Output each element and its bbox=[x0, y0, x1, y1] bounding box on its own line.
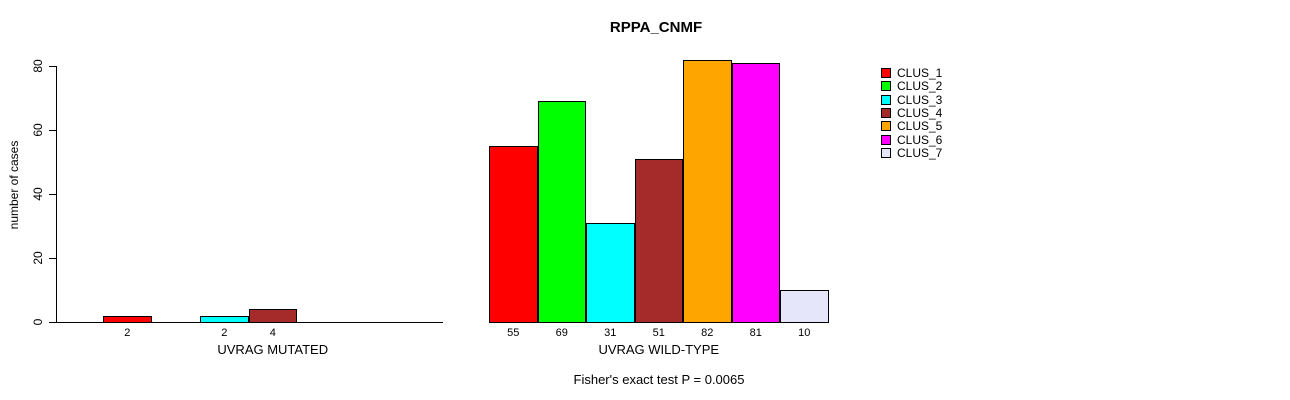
bar bbox=[249, 309, 297, 323]
bar-value-label: 2 bbox=[221, 327, 228, 339]
bar bbox=[683, 60, 732, 323]
y-tick-label: 80 bbox=[31, 59, 45, 73]
bar bbox=[732, 63, 780, 323]
fisher-test-note: Fisher's exact test P = 0.0065 bbox=[573, 372, 745, 387]
bar-value-label: 2 bbox=[124, 327, 131, 339]
bar-value-label: 81 bbox=[749, 327, 762, 339]
y-tick-label: 40 bbox=[31, 187, 45, 201]
legend-label: CLUS_3 bbox=[897, 93, 943, 107]
legend-label: CLUS_6 bbox=[897, 133, 943, 147]
legend-label: CLUS_2 bbox=[897, 79, 943, 93]
bar bbox=[489, 146, 538, 323]
legend-label: CLUS_7 bbox=[897, 146, 943, 160]
group-label: UVRAG WILD-TYPE bbox=[598, 342, 720, 357]
y-tick bbox=[49, 322, 56, 323]
legend-swatch bbox=[881, 135, 891, 145]
y-tick bbox=[49, 66, 56, 67]
bar bbox=[635, 159, 683, 323]
legend-swatch bbox=[881, 95, 891, 105]
y-tick bbox=[49, 130, 56, 131]
legend-label: CLUS_4 bbox=[897, 106, 943, 120]
bar-value-label: 82 bbox=[701, 327, 714, 339]
legend-swatch bbox=[881, 81, 891, 91]
bar-value-label: 10 bbox=[798, 327, 811, 339]
group-label: UVRAG MUTATED bbox=[217, 342, 329, 357]
legend-label: CLUS_1 bbox=[897, 66, 943, 80]
legend-swatch bbox=[881, 68, 891, 78]
bar-value-label: 31 bbox=[604, 327, 617, 339]
legend-swatch bbox=[881, 108, 891, 118]
y-tick bbox=[49, 194, 56, 195]
y-axis-line bbox=[56, 66, 57, 323]
bar-value-label: 51 bbox=[652, 327, 665, 339]
chart-title: RPPA_CNMF bbox=[609, 19, 703, 36]
y-axis-label: number of cases bbox=[7, 140, 21, 230]
y-tick-label: 60 bbox=[31, 123, 45, 137]
bar-value-label: 4 bbox=[269, 327, 276, 339]
y-tick-label: 0 bbox=[31, 318, 45, 326]
bar-value-label: 69 bbox=[555, 327, 568, 339]
bar-value-label: 55 bbox=[507, 327, 520, 339]
y-tick-label: 20 bbox=[31, 251, 45, 265]
bar bbox=[103, 316, 152, 323]
legend-swatch bbox=[881, 121, 891, 131]
bar bbox=[586, 223, 635, 323]
legend-swatch bbox=[881, 148, 891, 158]
bar bbox=[538, 101, 586, 323]
bar bbox=[200, 316, 249, 323]
legend-label: CLUS_5 bbox=[897, 119, 943, 133]
bar bbox=[780, 290, 829, 323]
y-tick bbox=[49, 258, 56, 259]
